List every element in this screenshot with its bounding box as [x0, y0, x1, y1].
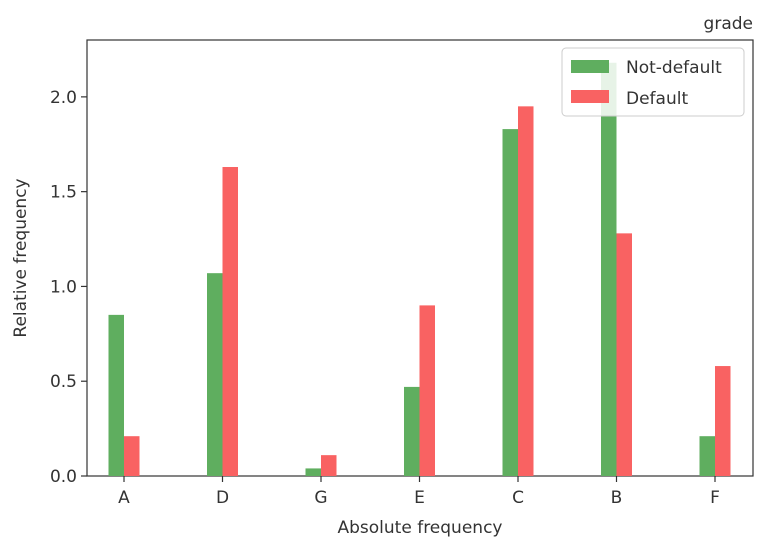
y-axis-label: Relative frequency	[11, 178, 31, 337]
legend: Not-default Default	[561, 47, 745, 117]
x-tick-label-B: B	[611, 488, 623, 508]
y-tick-label: 2.0	[50, 88, 77, 108]
bar-not-default-F	[699, 436, 715, 476]
y-tick-label: 1.0	[50, 277, 77, 297]
y-tick-label: 1.5	[50, 183, 77, 203]
x-axis-label: Absolute frequency	[338, 518, 503, 538]
x-tick-label-D: D	[216, 488, 229, 508]
x-tick-label-A: A	[118, 488, 130, 508]
bar-not-default-A	[108, 314, 124, 476]
x-tick-label-E: E	[414, 488, 425, 508]
bar-default-F	[715, 366, 731, 476]
legend-swatch-default	[571, 90, 609, 103]
legend-label-default: Default	[626, 89, 688, 109]
bar-default-D	[222, 167, 238, 476]
bar-default-E	[419, 305, 435, 476]
x-tick-label-G: G	[314, 488, 327, 508]
y-tick-label: 0.0	[50, 467, 77, 487]
bar-not-default-D	[207, 273, 223, 476]
legend-label-not-default: Not-default	[626, 58, 722, 78]
bar-default-A	[124, 436, 140, 476]
bar-default-C	[518, 106, 534, 476]
bar-not-default-G	[305, 468, 321, 476]
bar-not-default-E	[404, 386, 420, 476]
y-tick-label: 0.5	[50, 372, 77, 392]
legend-swatch-not-default	[571, 60, 609, 73]
bar-not-default-C	[502, 129, 518, 476]
y-axis-ticks: 0.0 0.5 1.0 1.5 2.0	[50, 88, 87, 487]
bar-default-G	[321, 455, 337, 476]
chart-title: grade	[704, 14, 753, 34]
bars-group	[108, 62, 731, 476]
bar-default-B	[616, 233, 632, 476]
x-tick-label-F: F	[710, 488, 720, 508]
bar-not-default-B	[601, 62, 617, 476]
x-tick-label-C: C	[512, 488, 524, 508]
